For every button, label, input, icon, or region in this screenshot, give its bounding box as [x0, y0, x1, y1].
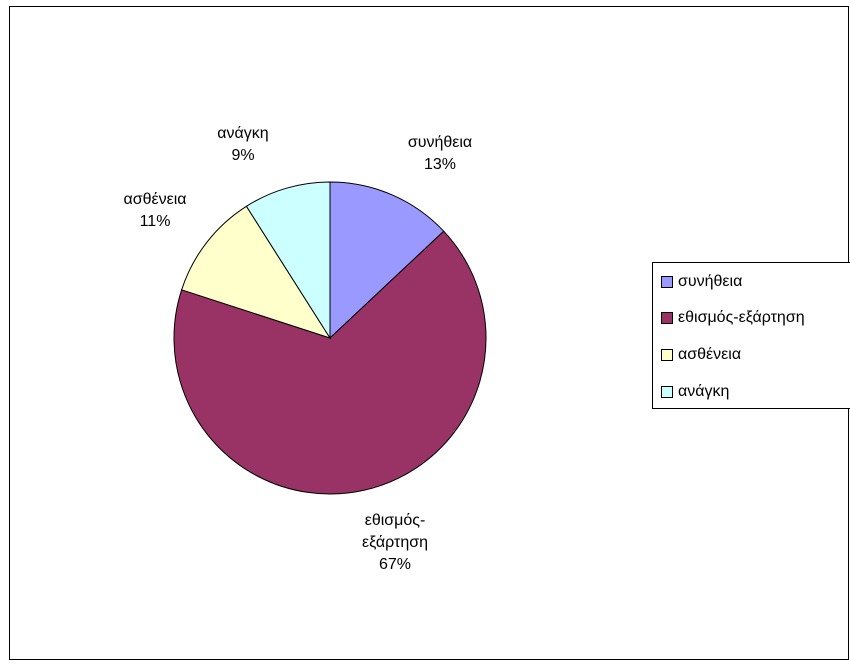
legend-swatch-4 [661, 386, 673, 398]
legend-item-4: ανάγκη [661, 382, 729, 402]
slice-label-2-line-2: εξάρτηση [362, 534, 428, 551]
slice-label-1-line-2: 13% [424, 156, 456, 173]
slice-label-2-line-3: 67% [379, 556, 411, 573]
slice-label-4: ανάγκη 9% [217, 125, 268, 164]
legend-label-4: ανάγκη [678, 383, 730, 400]
legend-label-3: ασθένεια [678, 346, 742, 363]
slice-label-4-line-2: 9% [231, 147, 254, 164]
slice-label-1: συνήθεια 13% [408, 134, 472, 173]
slice-label-1-line-1: συνήθεια [408, 134, 472, 151]
pie-slice-2 [173, 230, 487, 495]
pie-slice-3 [181, 205, 332, 339]
legend: συνήθεια εθισμός-εξάρτηση ασθένεια ανάγκ… [652, 262, 850, 409]
slice-label-2-line-1: εθισμός- [365, 512, 426, 529]
legend-item-1: συνήθεια [661, 272, 742, 292]
slice-label-2: εθισμός-εξάρτηση 67% [362, 512, 428, 573]
pie-chart: συνήθεια 13% εθισμός-εξάρτηση 67% ασθένεια 11… [123, 125, 487, 573]
legend-item-2: εθισμός-εξάρτηση [661, 308, 805, 328]
slice-label-4-line-1: ανάγκη [217, 125, 268, 142]
pie-slice-1 [329, 181, 445, 340]
legend-label-2: εθισμός-εξάρτηση [678, 309, 805, 326]
legend-swatch-3 [661, 349, 673, 361]
legend-label-1: συνήθεια [678, 273, 743, 290]
slice-label-3: ασθένεια 11% [123, 191, 186, 230]
pie-slice-4 [245, 181, 331, 340]
slice-label-3-line-2: 11% [140, 213, 171, 230]
slice-label-3-line-1: ασθένεια [123, 191, 186, 208]
legend-swatch-1 [661, 276, 673, 288]
legend-swatch-2 [661, 312, 673, 324]
legend-item-3: ασθένεια [661, 345, 741, 365]
